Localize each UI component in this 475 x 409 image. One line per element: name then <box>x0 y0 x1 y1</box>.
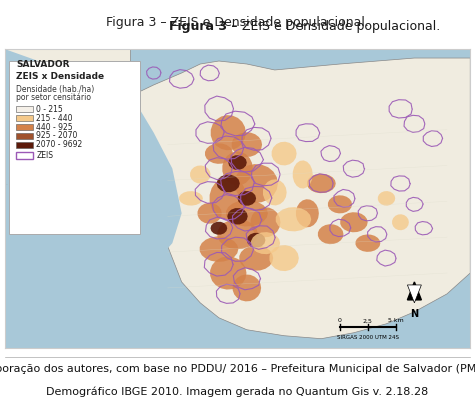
Polygon shape <box>179 191 203 206</box>
Text: 215 - 440: 215 - 440 <box>37 114 73 123</box>
Text: 2070 - 9692: 2070 - 9692 <box>37 140 83 149</box>
Text: Densidade (hab./ha): Densidade (hab./ha) <box>16 85 95 94</box>
Polygon shape <box>233 274 261 301</box>
Polygon shape <box>135 58 470 339</box>
Polygon shape <box>392 214 409 230</box>
Text: 440 - 925: 440 - 925 <box>37 123 73 132</box>
Polygon shape <box>217 175 240 192</box>
Polygon shape <box>293 160 313 189</box>
Text: ZEIS x Densidade: ZEIS x Densidade <box>16 72 104 81</box>
Polygon shape <box>235 164 278 203</box>
Text: por setor censitário: por setor censitário <box>16 93 91 102</box>
Polygon shape <box>190 166 210 184</box>
Polygon shape <box>251 207 280 237</box>
Polygon shape <box>198 203 222 224</box>
Bar <box>16 115 33 121</box>
Text: ZEIS e Densidade populacional.: ZEIS e Densidade populacional. <box>238 20 440 33</box>
Polygon shape <box>247 233 266 247</box>
Polygon shape <box>272 142 297 165</box>
Text: 5 km: 5 km <box>388 318 404 323</box>
Bar <box>16 142 33 148</box>
Polygon shape <box>205 143 233 164</box>
Polygon shape <box>263 179 287 205</box>
Text: Fonte: Elaboração dos autores, com base no PDDU/ 2016 – Prefeitura Municipal de : Fonte: Elaboração dos autores, com base … <box>0 364 475 374</box>
Polygon shape <box>276 207 311 231</box>
Text: 925 - 2070: 925 - 2070 <box>37 131 78 140</box>
Text: ZEIS: ZEIS <box>37 151 53 160</box>
Polygon shape <box>210 256 247 290</box>
Text: SIRGAS 2000 UTM 24S: SIRGAS 2000 UTM 24S <box>337 335 399 340</box>
Polygon shape <box>355 234 380 252</box>
Polygon shape <box>210 222 227 235</box>
Text: 0: 0 <box>338 318 342 323</box>
Polygon shape <box>200 236 238 262</box>
Polygon shape <box>5 49 181 288</box>
Polygon shape <box>226 200 268 227</box>
Polygon shape <box>269 245 299 271</box>
Polygon shape <box>318 224 343 244</box>
Polygon shape <box>307 174 336 193</box>
Polygon shape <box>296 199 319 227</box>
Polygon shape <box>239 245 273 271</box>
Bar <box>16 133 33 139</box>
Bar <box>16 152 33 159</box>
Text: Figura 3 – ZEIS e Densidade populacional.: Figura 3 – ZEIS e Densidade populacional… <box>106 16 369 29</box>
Polygon shape <box>408 282 421 300</box>
Text: Figura 3 –: Figura 3 – <box>169 20 238 33</box>
Polygon shape <box>228 155 247 170</box>
FancyBboxPatch shape <box>10 61 140 234</box>
Polygon shape <box>232 132 262 157</box>
Polygon shape <box>408 285 421 303</box>
Polygon shape <box>227 208 248 225</box>
Polygon shape <box>340 212 368 232</box>
Polygon shape <box>209 177 247 220</box>
Polygon shape <box>211 115 246 150</box>
Text: 2,5: 2,5 <box>363 318 373 323</box>
Polygon shape <box>222 151 253 186</box>
Bar <box>16 124 33 130</box>
Polygon shape <box>5 49 131 198</box>
Bar <box>16 106 33 112</box>
Text: 0 - 215: 0 - 215 <box>37 105 63 114</box>
Polygon shape <box>251 232 280 254</box>
Polygon shape <box>218 219 258 249</box>
Polygon shape <box>238 191 256 206</box>
Polygon shape <box>328 195 352 213</box>
Text: Demográfico IBGE 2010. Imagem gerada no Quantum Gis v. 2.18.28: Demográfico IBGE 2010. Imagem gerada no … <box>47 387 428 397</box>
Polygon shape <box>378 191 395 206</box>
Text: N: N <box>410 309 418 319</box>
Text: SALVADOR: SALVADOR <box>16 60 70 69</box>
